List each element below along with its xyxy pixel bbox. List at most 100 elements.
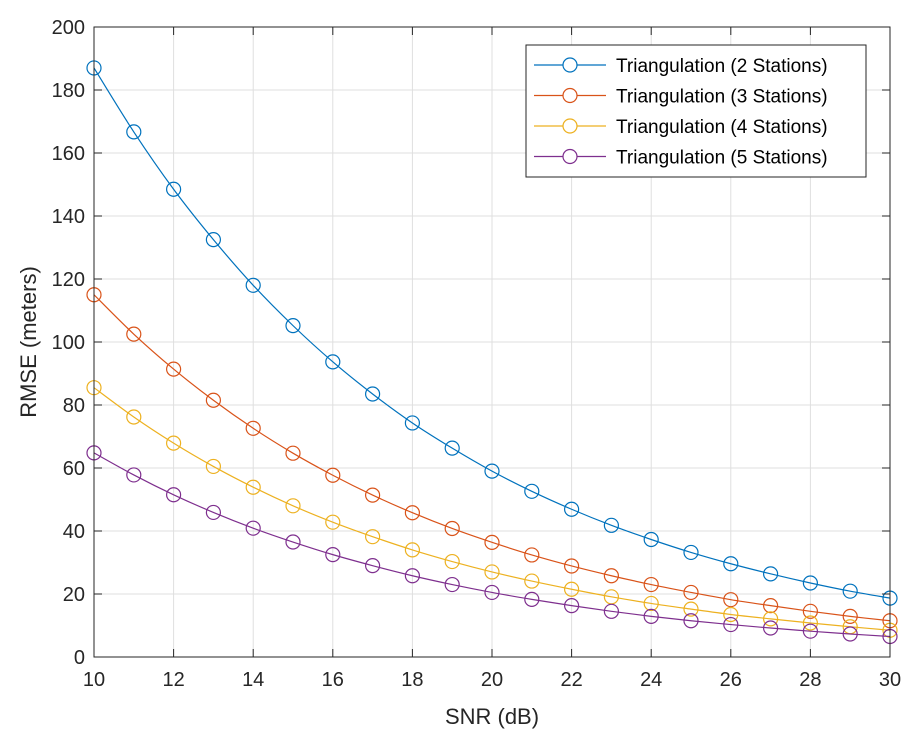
legend-entry-label: Triangulation (5 Stations): [616, 148, 828, 169]
x-tick-label: 26: [720, 669, 742, 691]
data-point-marker: [126, 467, 142, 483]
data-point-marker: [762, 611, 779, 627]
series-group: [86, 60, 898, 645]
series-3-stations: [86, 287, 898, 629]
data-point-marker: [166, 181, 182, 197]
data-point-marker: [245, 420, 261, 436]
data-point-marker: [166, 435, 182, 451]
x-tick-label: 18: [401, 669, 423, 691]
data-point-marker: [762, 566, 779, 582]
data-point-marker: [802, 575, 819, 591]
x-tick-label: 24: [640, 669, 662, 691]
y-tick-label: 0: [74, 647, 85, 669]
data-point-marker: [365, 487, 381, 503]
data-point-marker: [365, 386, 381, 402]
data-point-marker: [484, 564, 500, 580]
data-point-marker: [245, 277, 261, 293]
series-line: [93, 67, 891, 599]
data-point-marker: [205, 392, 221, 408]
data-point-marker: [166, 361, 182, 377]
data-point-marker: [524, 483, 540, 499]
data-point-marker: [603, 517, 620, 533]
data-point-marker: [723, 616, 739, 633]
data-point-marker: [365, 529, 381, 545]
tick-marks: [93, 26, 891, 658]
series-line: [93, 452, 891, 638]
y-axis-label: RMSE (meters): [16, 266, 41, 418]
data-point-marker: [285, 445, 301, 461]
data-point-marker: [404, 568, 420, 584]
data-point-marker: [126, 326, 142, 342]
data-point-marker: [444, 576, 460, 593]
legend-entry-label: Triangulation (2 Stations): [616, 56, 828, 77]
data-point-marker: [365, 558, 381, 574]
legend-entry-label: Triangulation (3 Stations): [616, 87, 828, 108]
data-point-marker: [643, 576, 659, 593]
data-point-marker: [563, 581, 580, 597]
data-point-marker: [126, 124, 142, 140]
y-tick-label: 120: [52, 269, 85, 291]
data-point-marker: [802, 603, 819, 619]
data-point-marker: [126, 409, 142, 425]
data-point-marker: [404, 542, 420, 558]
data-point-marker: [325, 354, 341, 370]
data-point-marker: [404, 505, 420, 521]
x-tick-label: 16: [322, 669, 344, 691]
x-tick-label: 20: [481, 669, 503, 691]
y-tick-label: 100: [52, 332, 85, 354]
data-point-marker: [643, 595, 659, 612]
data-point-marker: [842, 583, 858, 599]
y-tick-label: 20: [63, 584, 85, 606]
data-point-marker: [802, 623, 819, 639]
data-point-marker: [563, 558, 580, 574]
data-point-marker: [524, 547, 540, 563]
y-tick-label: 80: [63, 395, 85, 417]
x-tick-label: 14: [242, 669, 264, 691]
data-point-marker: [205, 232, 221, 248]
tick-labels: 10 12 14 16 18 20 22 24 26 28 30 0 20 40 60 80 100 120 140…: [52, 17, 902, 691]
data-point-marker: [842, 626, 858, 642]
data-point-marker: [285, 534, 301, 550]
data-point-marker: [205, 504, 221, 521]
x-tick-label: 30: [879, 669, 901, 691]
data-point-marker: [166, 487, 182, 503]
y-tick-label: 40: [63, 521, 85, 543]
data-point-marker: [723, 556, 739, 572]
data-point-marker: [762, 598, 779, 614]
data-point-marker: [683, 613, 699, 629]
series-4-stations: [86, 380, 898, 638]
data-point-marker: [404, 415, 420, 431]
series-line: [93, 294, 891, 622]
legend-swatch-marker: [562, 118, 578, 134]
data-point-marker: [444, 440, 460, 456]
legend-swatch-marker: [562, 57, 578, 73]
data-point-marker: [245, 479, 261, 495]
data-point-marker: [325, 514, 341, 530]
y-tick-label: 180: [52, 80, 85, 102]
y-tick-label: 160: [52, 143, 85, 165]
data-point-marker: [683, 584, 699, 601]
series-line: [93, 387, 891, 631]
data-point-marker: [842, 608, 858, 624]
data-point-marker: [723, 592, 739, 608]
data-point-marker: [245, 520, 261, 536]
x-tick-label: 22: [560, 669, 582, 691]
data-point-marker: [205, 458, 221, 475]
data-point-marker: [802, 615, 819, 631]
y-tick-label: 140: [52, 206, 85, 228]
data-point-marker: [325, 547, 341, 563]
data-point-marker: [484, 463, 500, 479]
data-point-marker: [762, 620, 779, 636]
data-point-marker: [285, 498, 301, 514]
data-point-marker: [643, 531, 659, 548]
data-point-marker: [563, 501, 580, 517]
data-point-marker: [563, 598, 580, 614]
data-point-marker: [444, 553, 460, 570]
legend-swatch-marker: [562, 87, 578, 104]
data-point-marker: [683, 601, 699, 617]
x-tick-label: 12: [162, 669, 184, 691]
x-tick-label: 28: [799, 669, 821, 691]
legend-swatch-marker: [562, 148, 578, 165]
data-point-marker: [524, 573, 540, 589]
